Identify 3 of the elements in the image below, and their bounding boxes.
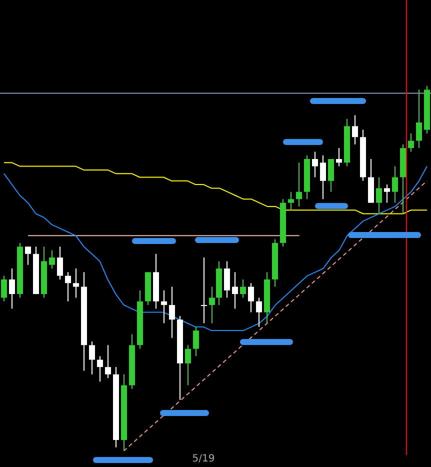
- candlestick: [201, 258, 207, 324]
- candlestick: [161, 290, 167, 324]
- x-tick-label: 5/19: [192, 454, 215, 465]
